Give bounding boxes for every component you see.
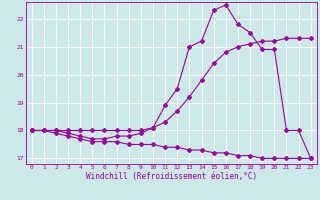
X-axis label: Windchill (Refroidissement éolien,°C): Windchill (Refroidissement éolien,°C): [86, 172, 257, 181]
